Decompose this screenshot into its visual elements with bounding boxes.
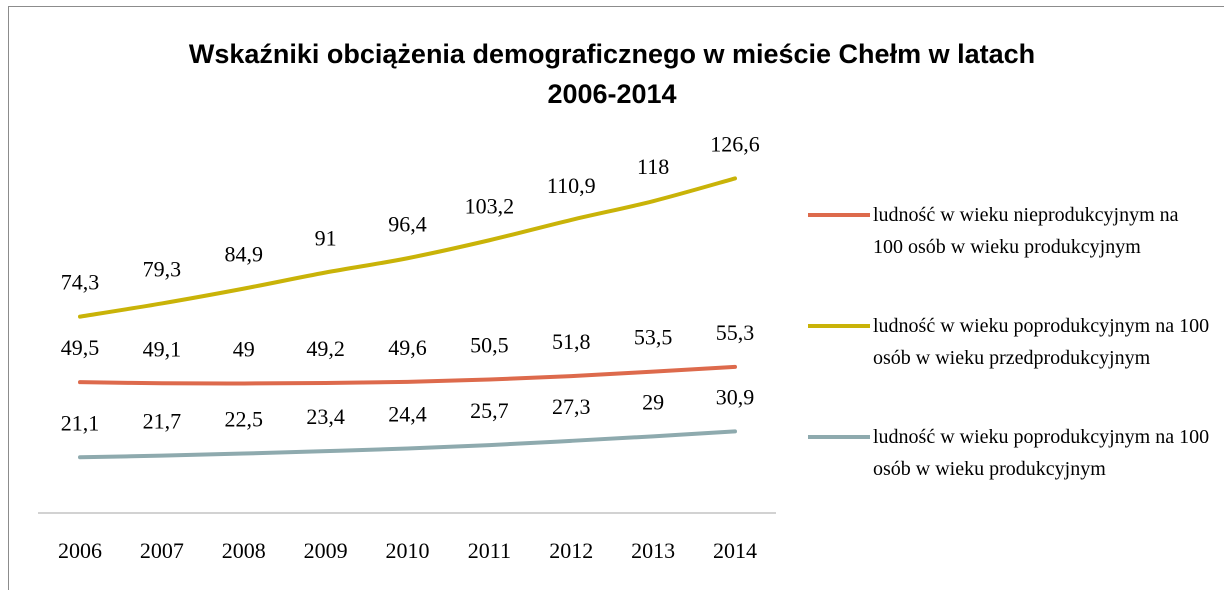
data-label: 49 — [233, 337, 255, 362]
x-tick-label: 2013 — [631, 538, 675, 563]
series-line — [78, 429, 737, 460]
data-label: 49,5 — [61, 335, 100, 360]
data-label: 74,3 — [61, 270, 100, 295]
data-label: 96,4 — [388, 211, 427, 236]
series-line — [78, 364, 737, 386]
x-tick-label: 2011 — [468, 538, 511, 563]
data-label: 50,5 — [470, 333, 509, 358]
data-label: 25,7 — [470, 398, 509, 423]
data-label: 79,3 — [143, 256, 182, 281]
legend-swatch — [808, 435, 870, 439]
data-label: 29 — [642, 389, 664, 414]
legend-label: ludność w wieku nieprodukcyjnym na 100 o… — [873, 204, 1179, 258]
data-label: 49,1 — [143, 336, 182, 361]
data-label: 103,2 — [465, 193, 515, 218]
x-tick-label: 2012 — [549, 538, 593, 563]
x-tick-label: 2007 — [140, 538, 184, 563]
x-tick-label: 2014 — [713, 538, 757, 563]
data-label: 110,9 — [547, 173, 596, 198]
data-label: 84,9 — [225, 242, 264, 267]
data-label: 21,1 — [61, 410, 100, 435]
data-label: 55,3 — [716, 320, 755, 345]
data-label: 27,3 — [552, 394, 591, 419]
data-label: 126,6 — [710, 131, 760, 156]
x-tick-label: 2010 — [386, 538, 430, 563]
legend-swatch — [808, 324, 870, 328]
x-tick-label: 2006 — [58, 538, 102, 563]
legend-label: ludność w wieku poprodukcyjnym na 100 os… — [873, 315, 1210, 369]
data-label: 91 — [315, 226, 337, 251]
data-label: 21,7 — [143, 409, 182, 434]
data-label: 22,5 — [225, 407, 264, 432]
data-label: 24,4 — [388, 402, 427, 427]
x-tick-label: 2009 — [304, 538, 348, 563]
frame — [8, 6, 1224, 590]
data-label: 51,8 — [552, 329, 591, 354]
data-label: 53,5 — [634, 325, 673, 350]
data-label: 49,2 — [306, 336, 345, 361]
x-tick-label: 2008 — [222, 538, 266, 563]
data-label: 49,6 — [388, 335, 427, 360]
legend-label: ludność w wieku poprodukcyjnym na 100 os… — [873, 426, 1210, 480]
chart-title: Wskaźniki obciążenia demograficznego w m… — [188, 39, 1036, 109]
data-label: 118 — [637, 154, 669, 179]
legend-swatch — [808, 213, 870, 217]
data-label: 30,9 — [716, 384, 755, 409]
data-label: 23,4 — [306, 404, 345, 429]
series-line — [78, 176, 737, 319]
